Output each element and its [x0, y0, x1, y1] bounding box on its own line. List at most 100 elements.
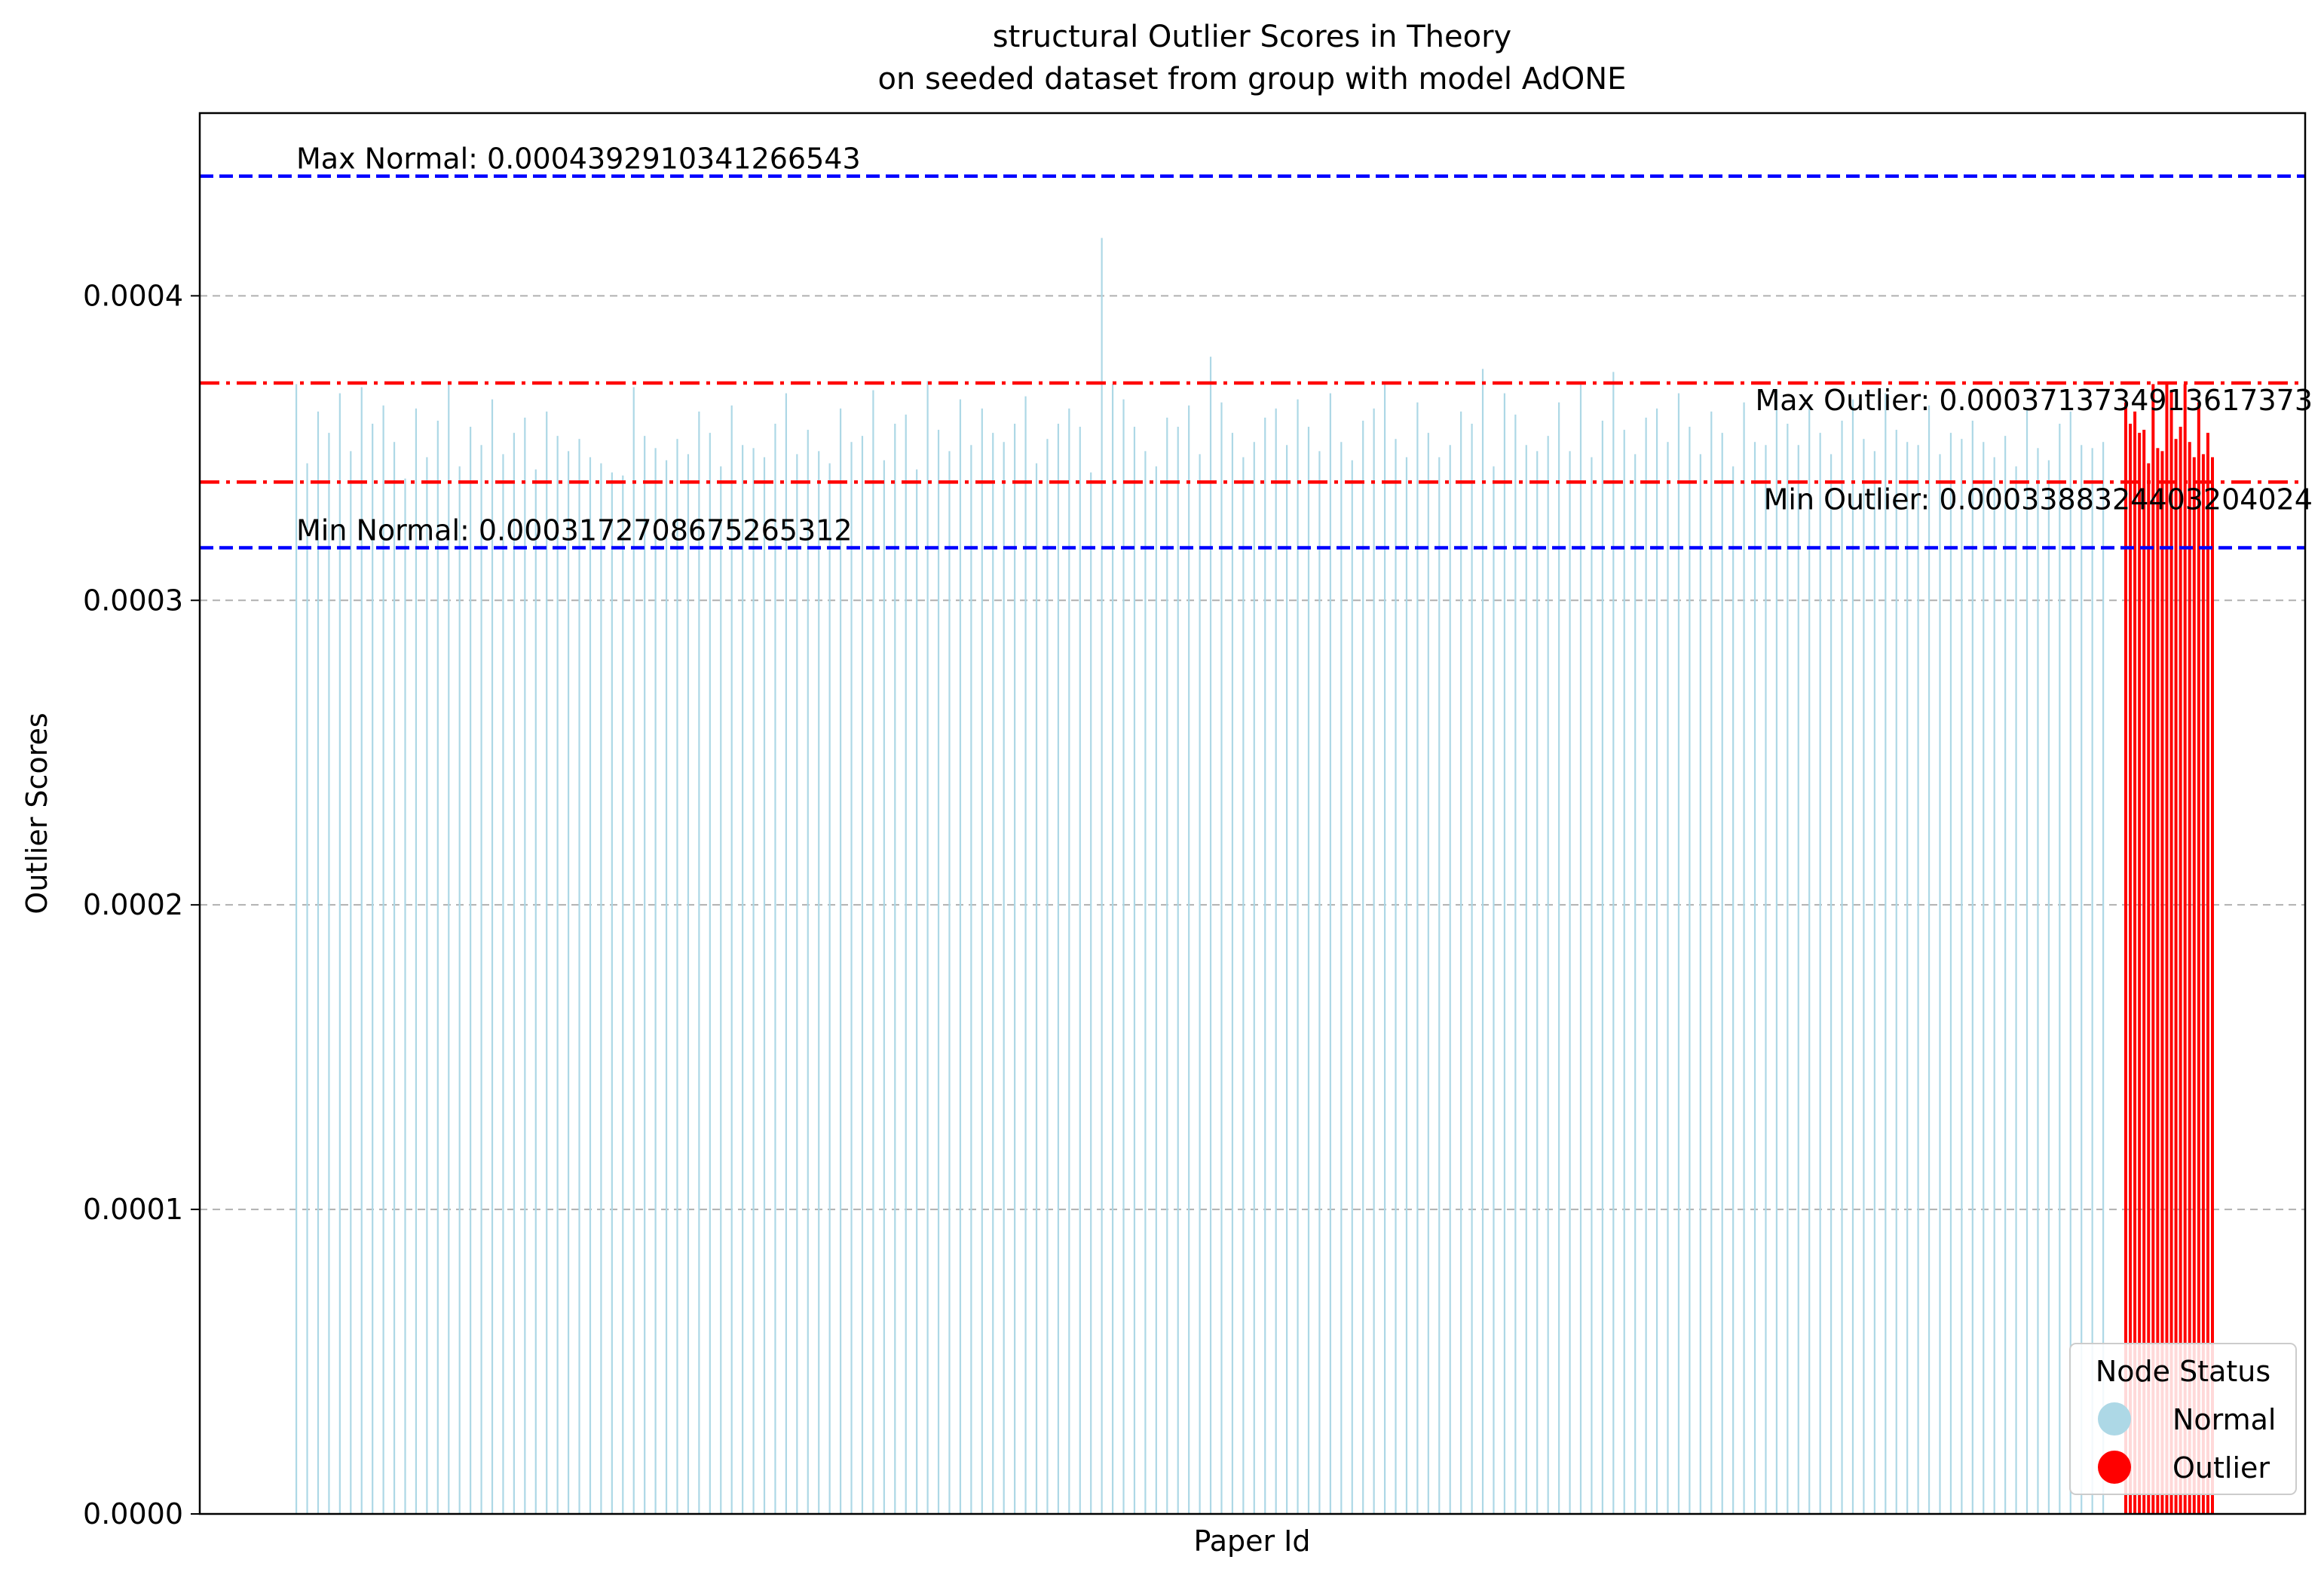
bar-normal: [1830, 454, 1833, 1515]
bar-normal: [1003, 442, 1005, 1514]
bar-normal: [1841, 420, 1843, 1514]
bar-normal: [1144, 451, 1147, 1514]
bar-normal: [1634, 454, 1637, 1515]
bar-normal: [1732, 466, 1735, 1515]
bar-normal: [763, 457, 766, 1514]
bar-normal: [1808, 408, 1811, 1514]
bar-outlier: [2138, 433, 2142, 1515]
bar-normal: [654, 448, 657, 1514]
bar-normal: [1297, 399, 1299, 1515]
bar-normal: [415, 408, 418, 1514]
bar-normal: [2069, 411, 2071, 1515]
bar-normal: [1481, 369, 1484, 1514]
bar-normal: [426, 457, 428, 1514]
gridlines: [200, 295, 2305, 1211]
bar-normal: [1177, 427, 1179, 1514]
bar-normal: [1416, 402, 1419, 1514]
bar-normal: [611, 472, 613, 1514]
bar-normal: [1601, 420, 1603, 1514]
bar-normal: [2081, 445, 2083, 1515]
bar-normal: [458, 466, 461, 1515]
bar-normal: [1863, 439, 1865, 1514]
bar-normal: [1155, 466, 1157, 1515]
bar-outlier: [2124, 402, 2127, 1514]
bar-outlier: [2188, 442, 2191, 1514]
bar-normal: [1253, 442, 1255, 1514]
bar-normal: [1949, 433, 1952, 1515]
bar-normal: [883, 460, 885, 1514]
bar-normal: [2059, 423, 2061, 1514]
bar-outlier: [2179, 427, 2182, 1514]
bar-normal: [1819, 433, 1821, 1515]
bar-normal: [1558, 402, 1560, 1514]
bar-normal: [1765, 445, 1767, 1515]
bar-normal: [1787, 423, 1789, 1514]
bar-normal: [1395, 439, 1397, 1514]
bar-normal: [687, 454, 690, 1515]
bar-normal: [742, 445, 744, 1515]
reference-line-label: Min Outlier: 0.0003388324403204024: [1764, 483, 2313, 516]
bar-normal: [676, 439, 678, 1514]
bar-normal: [1743, 402, 1745, 1514]
bar-normal: [1362, 420, 1364, 1514]
bar-normal: [730, 405, 733, 1514]
bar-normal: [665, 460, 668, 1514]
bar-normal: [1677, 393, 1680, 1514]
bar-normal: [1264, 417, 1266, 1514]
bar-normal: [1961, 439, 1963, 1514]
reference-lines: Max Normal: 0.0004392910341266543 Max Out…: [200, 142, 2313, 550]
y-tick-label: 0.0003: [83, 584, 183, 617]
bar-normal: [567, 451, 570, 1514]
bar-normal: [1939, 454, 1941, 1515]
bar-outlier: [2156, 448, 2160, 1514]
bar-outlier: [2147, 463, 2151, 1514]
bar-normal: [644, 436, 646, 1514]
chart-title-line-1: structural Outlier Scores in Theory: [993, 20, 1511, 54]
bar-normal: [1503, 393, 1506, 1514]
bar-normal: [338, 393, 341, 1514]
bar-normal: [1993, 457, 1995, 1514]
bar-normal: [1209, 357, 1212, 1515]
bar-normal: [534, 469, 537, 1514]
bar-normal: [1471, 423, 1473, 1514]
bar-normal: [774, 423, 776, 1514]
bar-normal: [295, 384, 298, 1514]
bar-normal: [948, 451, 951, 1514]
bar-normal: [2015, 466, 2017, 1515]
bar-normal: [720, 466, 722, 1515]
bar-normal: [992, 433, 994, 1515]
bar-normal: [491, 399, 494, 1515]
bar-normal: [382, 405, 384, 1514]
legend-marker-outlier: [2098, 1451, 2131, 1484]
bar-normal: [872, 390, 874, 1515]
bar-normal: [546, 411, 548, 1515]
bar-normal: [1971, 420, 1973, 1514]
bar-normal: [350, 451, 352, 1514]
bar-normal: [1046, 439, 1049, 1514]
bar-normal: [1591, 457, 1593, 1514]
y-axis-ticks: 0.0000 0.0001 0.0002 0.0003 0.0004: [83, 279, 200, 1531]
bar-normal: [905, 414, 907, 1514]
bar-normal: [698, 411, 700, 1515]
bar-normal: [1079, 427, 1081, 1514]
bar-normal: [1057, 423, 1059, 1514]
bar-normal: [926, 381, 929, 1514]
bar-outlier: [2129, 423, 2133, 1514]
bar-normal: [2025, 408, 2029, 1514]
bar-normal: [404, 478, 406, 1514]
bar-normal: [1885, 393, 1887, 1514]
bar-normal: [622, 475, 624, 1514]
bar-normal: [1275, 408, 1277, 1514]
plot-area-frame: [198, 112, 2307, 1515]
bar-normal: [1655, 408, 1658, 1514]
reference-line-label: Max Outlier: 0.0003713734913617373: [1756, 384, 2313, 417]
bar-normal: [1775, 390, 1778, 1515]
bar-normal: [470, 427, 472, 1514]
bar-normal: [1318, 451, 1321, 1514]
bar-normal: [752, 448, 755, 1514]
bar-normal: [1340, 442, 1343, 1514]
bar-normal: [372, 423, 374, 1514]
